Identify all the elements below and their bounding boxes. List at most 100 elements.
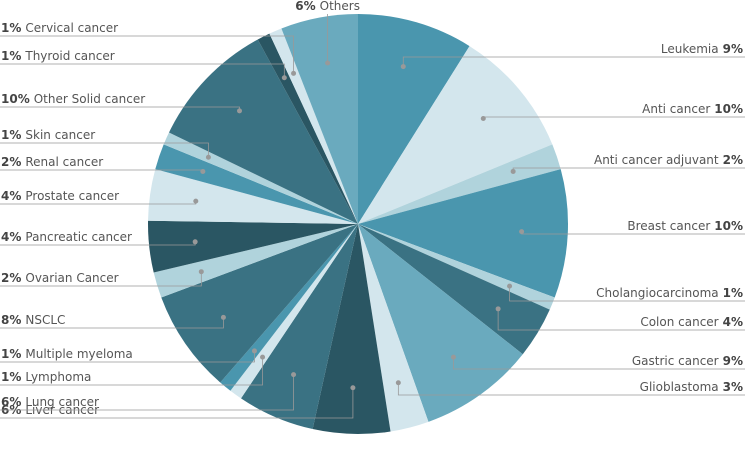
leader-dot xyxy=(198,269,204,275)
slice xyxy=(358,46,553,225)
category-label: Multiple myeloma xyxy=(25,347,132,361)
leader-line xyxy=(497,308,745,331)
slice xyxy=(148,220,358,273)
category-label: Breast cancer xyxy=(627,219,710,233)
leader-dot xyxy=(495,306,501,312)
slice-label: 4% Prostate cancer xyxy=(1,189,119,203)
value-label: 1% xyxy=(1,128,21,142)
slice-label: Anti cancer adjuvant 2% xyxy=(594,153,743,167)
value-label: 9% xyxy=(723,354,743,368)
leader-line xyxy=(397,382,745,396)
leader-dot xyxy=(237,108,243,114)
slice xyxy=(281,14,358,224)
slice xyxy=(153,224,358,298)
category-label: Lymphoma xyxy=(25,370,91,384)
leader-dot xyxy=(260,354,266,360)
leader-dot xyxy=(400,64,406,70)
category-label: Prostate cancer xyxy=(25,189,119,203)
slice-label: 1% Cervical cancer xyxy=(1,21,118,35)
value-label: 8% xyxy=(1,313,21,327)
leader-line xyxy=(0,142,209,158)
slice-label: Anti cancer 10% xyxy=(642,102,743,116)
slice-label: 2% Ovarian Cancer xyxy=(1,271,119,285)
slice xyxy=(168,39,358,225)
slice-label: Leukemia 9% xyxy=(661,42,743,56)
leader-dot xyxy=(193,198,199,204)
value-label: 4% xyxy=(1,230,21,244)
leader-dot xyxy=(192,239,198,245)
value-label: 6% xyxy=(295,0,315,13)
leader-line xyxy=(0,317,224,329)
leader-line xyxy=(0,35,294,74)
category-label: Cervical cancer xyxy=(25,21,118,35)
category-label: Others xyxy=(320,0,360,13)
leader-dot xyxy=(205,154,211,160)
leader-line xyxy=(0,350,255,363)
leader-line xyxy=(0,63,285,78)
category-label: Cholangiocarcinoma xyxy=(596,286,718,300)
slice xyxy=(257,33,358,224)
slice-label: 10% Other Solid cancer xyxy=(1,92,145,106)
slice-label: 1% Multiple myeloma xyxy=(1,347,133,361)
slice xyxy=(358,224,550,355)
value-label: 10% xyxy=(714,102,743,116)
value-label: 1% xyxy=(723,286,743,300)
leader-line xyxy=(0,357,263,386)
slice-label: Breast cancer 10% xyxy=(627,219,743,233)
slice xyxy=(148,169,358,224)
value-label: 10% xyxy=(714,219,743,233)
slice-label: Glioblastoma 3% xyxy=(640,380,743,394)
category-label: Lung cancer xyxy=(25,395,99,409)
category-label: Leukemia xyxy=(661,42,719,56)
slice-label: Gastric cancer 9% xyxy=(632,354,743,368)
value-label: 3% xyxy=(723,380,743,394)
slice-label: Cholangiocarcinoma 1% xyxy=(596,286,743,300)
slice xyxy=(358,169,569,298)
slice xyxy=(155,144,358,224)
value-label: 2% xyxy=(723,153,743,167)
slice-label: 6% Others xyxy=(295,0,360,13)
leader-dot xyxy=(350,385,356,391)
leader-line xyxy=(509,286,745,302)
value-label: 1% xyxy=(1,49,21,63)
leader-dot xyxy=(510,168,516,174)
slice-label: 1% Skin cancer xyxy=(1,128,95,142)
slice-label: 6% Lung cancer xyxy=(1,395,99,409)
leader-dot xyxy=(251,348,257,354)
category-label: Thyroid cancer xyxy=(24,49,114,63)
leader-dot xyxy=(291,372,297,378)
slice-label: 8% NSCLC xyxy=(1,313,65,327)
value-label: 1% xyxy=(1,370,21,384)
leader-dot xyxy=(325,60,331,66)
slices xyxy=(148,14,569,434)
category-label: Skin cancer xyxy=(25,128,95,142)
leader-dot xyxy=(281,75,287,81)
value-label: 10% xyxy=(1,92,30,106)
category-label: Anti cancer xyxy=(642,102,710,116)
leader-dot xyxy=(480,115,486,121)
category-label: Glioblastoma xyxy=(640,380,719,394)
value-label: 4% xyxy=(723,315,743,329)
category-label: Ovarian Cancer xyxy=(25,271,118,285)
category-label: Anti cancer adjuvant xyxy=(594,153,719,167)
leader-dot xyxy=(519,229,525,235)
slice xyxy=(269,28,358,224)
leader-dot xyxy=(200,168,206,174)
value-label: 2% xyxy=(1,155,21,169)
slice-label: Colon cancer 4% xyxy=(640,315,743,329)
slice-label: 2% Renal cancer xyxy=(1,155,103,169)
leader-line xyxy=(0,387,354,419)
slice xyxy=(358,14,470,224)
slice-label: 1% Lymphoma xyxy=(1,370,91,384)
category-label: Other Solid cancer xyxy=(34,92,145,106)
slice xyxy=(163,132,358,224)
category-label: Pancreatic cancer xyxy=(25,230,132,244)
slice-label: 1% Thyroid cancer xyxy=(1,49,115,63)
leader-dot xyxy=(291,70,297,76)
value-label: 1% xyxy=(1,21,21,35)
leader-dot xyxy=(507,283,513,289)
slice xyxy=(240,224,358,430)
value-label: 6% xyxy=(1,395,21,409)
leader-line xyxy=(402,56,745,67)
